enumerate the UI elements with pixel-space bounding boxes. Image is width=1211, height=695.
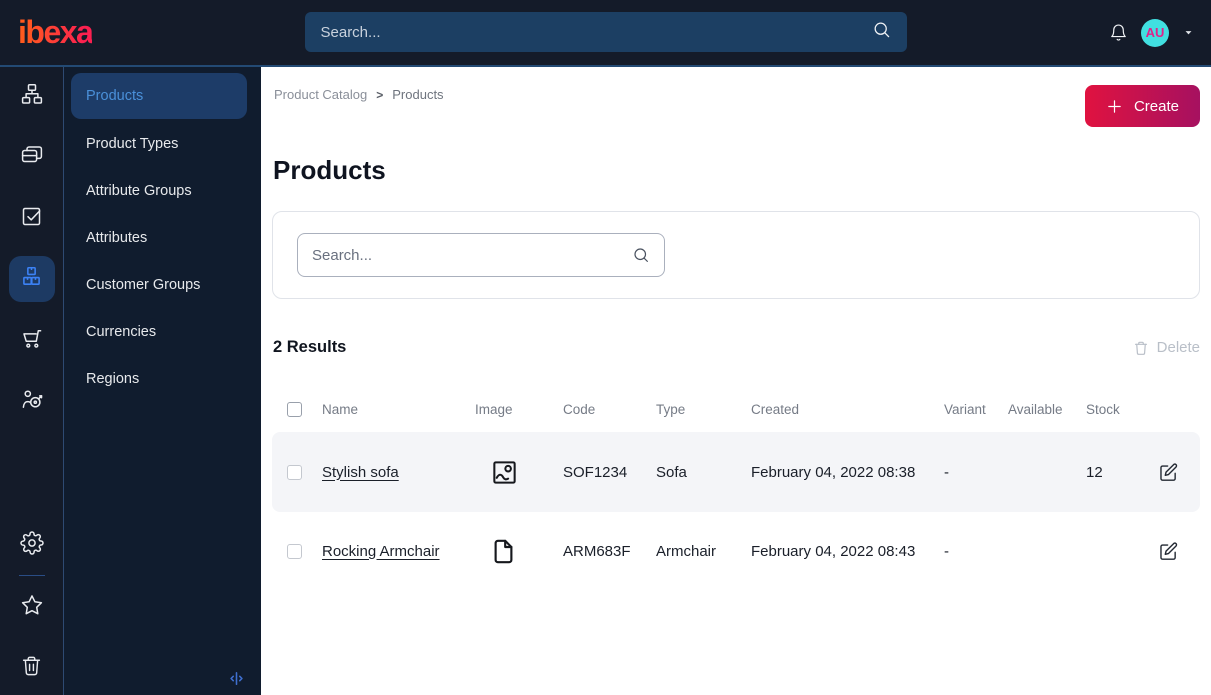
column-header-variant: Variant	[944, 401, 986, 417]
breadcrumb-separator: >	[376, 87, 384, 102]
rail-divider	[18, 575, 45, 576]
product-search-field[interactable]	[297, 233, 665, 277]
row-checkbox[interactable]	[287, 464, 302, 480]
breadcrumb: Product Catalog > Products	[272, 85, 444, 102]
checklist-icon	[20, 204, 44, 233]
product-boxes-icon	[19, 264, 44, 294]
product-type: Sofa	[656, 463, 687, 481]
products-table: Name Image Code Type Created Variant Ava…	[272, 386, 1200, 590]
cart-icon	[20, 326, 44, 355]
sidebar-item-product-types[interactable]: Product Types	[86, 135, 179, 152]
image-icon	[475, 458, 563, 487]
rail-item-commerce[interactable]	[9, 317, 55, 363]
product-variant: -	[944, 463, 949, 481]
product-name-link[interactable]: Stylish sofa	[322, 463, 399, 481]
bell-icon[interactable]	[1109, 23, 1128, 43]
page-title: Products	[273, 155, 386, 185]
rail-item-trash[interactable]	[9, 648, 55, 688]
site-tree-icon	[20, 82, 44, 111]
plus-icon	[1106, 98, 1123, 115]
search-icon[interactable]	[632, 246, 650, 264]
product-search-input[interactable]	[312, 246, 632, 264]
rail-item-product-catalog[interactable]	[8, 256, 55, 302]
topbar-actions: AU	[1109, 0, 1195, 65]
rail-item-customers[interactable]	[9, 378, 55, 424]
avatar[interactable]: AU	[1141, 18, 1169, 47]
product-name-link[interactable]: Rocking Armchair	[322, 542, 440, 560]
product-created: February 04, 2022 08:38	[751, 463, 916, 481]
icon-rail	[0, 67, 63, 695]
rail-item-tasks[interactable]	[9, 195, 55, 241]
results-count: 2 Results	[273, 338, 347, 356]
column-header-created: Created	[751, 401, 800, 417]
sidebar-item-attributes[interactable]: Attributes	[86, 229, 148, 246]
trash-icon	[20, 654, 43, 682]
product-created: February 04, 2022 08:43	[751, 542, 916, 560]
rail-item-pages[interactable]	[9, 134, 55, 180]
sidebar-product-catalog: Products Product Types Attribute Groups …	[63, 67, 261, 695]
select-all-checkbox[interactable]	[287, 401, 302, 417]
sidebar-item-currencies[interactable]: Currencies	[86, 323, 157, 340]
rail-item-content-structure[interactable]	[9, 73, 55, 119]
trash-icon	[1133, 340, 1149, 356]
edit-button[interactable]	[1158, 541, 1179, 562]
main-content: Product Catalog > Products Create Produc…	[261, 67, 1211, 695]
sidebar-item-customer-groups[interactable]: Customer Groups	[86, 276, 201, 293]
star-icon	[20, 593, 44, 622]
product-code: SOF1234	[563, 463, 628, 481]
row-checkbox[interactable]	[287, 543, 302, 559]
column-header-available: Available	[1008, 401, 1063, 417]
product-variant: -	[944, 542, 949, 560]
breadcrumb-item-products: Products	[392, 87, 444, 102]
sidebar-item-regions[interactable]: Regions	[86, 370, 140, 387]
gear-icon	[19, 530, 44, 560]
global-search[interactable]	[304, 12, 907, 52]
column-header-name: Name	[322, 401, 359, 417]
table-row: Stylish sofa SOF1234 Sofa February 04, 2…	[272, 432, 1200, 512]
table-header-row: Name Image Code Type Created Variant Ava…	[272, 386, 1200, 432]
product-code: ARM683F	[563, 542, 631, 560]
product-type: Armchair	[656, 542, 717, 560]
column-header-image: Image	[475, 401, 513, 417]
sidebar-item-products[interactable]: Products	[71, 73, 247, 119]
segment-target-icon	[20, 387, 44, 416]
rail-item-settings[interactable]	[9, 525, 55, 565]
column-header-stock: Stock	[1086, 401, 1120, 417]
breadcrumb-item-product-catalog[interactable]: Product Catalog	[274, 87, 368, 102]
edit-button[interactable]	[1158, 462, 1179, 483]
rail-bottom-group	[9, 525, 55, 688]
collapse-panel-icon[interactable]	[226, 668, 247, 689]
sidebar-item-attribute-groups[interactable]: Attribute Groups	[86, 182, 192, 199]
chevron-down-icon[interactable]	[1182, 26, 1195, 39]
delete-button[interactable]: Delete	[1133, 339, 1200, 356]
product-stock: 12	[1086, 463, 1103, 481]
topbar: ibexa AU	[0, 0, 1211, 67]
ibexa-logo: ibexa	[18, 14, 94, 50]
pages-icon	[20, 143, 44, 172]
global-search-input[interactable]	[320, 23, 872, 41]
column-header-code: Code	[563, 401, 596, 417]
create-button[interactable]: Create	[1084, 85, 1200, 127]
column-header-type: Type	[656, 401, 686, 417]
file-icon	[475, 537, 563, 566]
rail-item-bookmarks[interactable]	[9, 587, 55, 627]
search-icon[interactable]	[872, 20, 891, 44]
table-row: Rocking Armchair ARM683F Armchair Februa…	[272, 512, 1200, 590]
filters-panel	[272, 211, 1200, 299]
